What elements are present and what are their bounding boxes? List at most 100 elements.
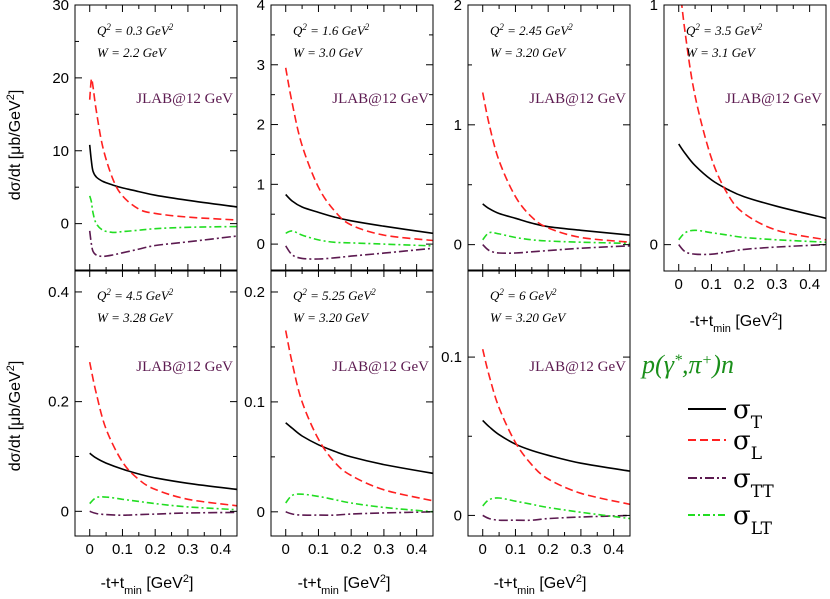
w-label-3: W = 3.1 GeV xyxy=(686,45,757,60)
experiment-label-0: JLAB@12 GeV xyxy=(136,91,233,107)
x-tick-label-4-2: 0.2 xyxy=(145,541,166,558)
y-tick-label-4-0: 0 xyxy=(61,503,69,520)
series-line-L-panel-0 xyxy=(88,77,237,221)
series-line-L-panel-2 xyxy=(481,92,630,243)
x-tick-label-3-1: 0.1 xyxy=(701,276,722,293)
series-line-TT-panel-4 xyxy=(89,510,237,517)
y-tick-label-5-1: 0.1 xyxy=(244,394,265,411)
y-tick-label-0-1: 10 xyxy=(52,143,69,160)
experiment-label-1: JLAB@12 GeV xyxy=(332,91,429,107)
reaction-label: p(γ*,π+)n xyxy=(640,350,734,379)
legend-label-TT: σTT xyxy=(733,464,774,502)
q2-label-4: Q2 = 4.5 GeV2 xyxy=(97,287,174,303)
series-line-T-panel-5 xyxy=(285,422,433,475)
x-tick-label-4-0: 0 xyxy=(86,541,94,558)
x-tick-label-4-1: 0.1 xyxy=(112,541,133,558)
series-line-T-panel-4 xyxy=(89,452,237,491)
x-tick-label-3-2: 0.2 xyxy=(734,276,755,293)
y-tick-label-5-2: 0.2 xyxy=(244,284,265,301)
y-tick-label-0-2: 20 xyxy=(52,70,69,87)
y-tick-label-6-0: 0 xyxy=(454,507,462,524)
q2-label-1: Q2 = 1.6 GeV2 xyxy=(293,22,370,38)
y-tick-label-5-0: 0 xyxy=(257,504,265,521)
panel-6-frame xyxy=(467,269,631,537)
x-tick-label-4-3: 0.3 xyxy=(177,541,198,558)
y-tick-label-1-3: 3 xyxy=(257,57,265,74)
x-tick-label-6-2: 0.2 xyxy=(538,541,559,558)
y-tick-label-6-1: 0.1 xyxy=(441,349,462,366)
y-tick-label-0-0: 0 xyxy=(61,216,69,233)
series-line-T-panel-3 xyxy=(678,143,826,220)
panel-4-curves xyxy=(88,361,237,517)
panel-3-frame xyxy=(663,4,827,272)
w-label-0: W = 2.2 GeV xyxy=(97,45,168,60)
legend-label-L: σL xyxy=(733,426,762,464)
x-tick-label-3-0: 0 xyxy=(675,276,683,293)
x-tick-label-6-3: 0.3 xyxy=(570,541,591,558)
x-tick-label-6-1: 0.1 xyxy=(505,541,526,558)
series-line-TT-panel-6 xyxy=(482,514,630,522)
y-tick-label-3-1: 1 xyxy=(650,0,658,14)
y-tick-label-1-2: 2 xyxy=(257,117,265,134)
x-tick-label-5-0: 0 xyxy=(282,541,290,558)
y-tick-label-4-2: 0.4 xyxy=(48,284,69,301)
panel-2-curves xyxy=(481,92,630,255)
series-line-TT-panel-2 xyxy=(482,244,630,255)
panel-5-frame xyxy=(270,269,434,537)
series-line-L-panel-6 xyxy=(481,349,630,506)
panel-6-curves xyxy=(481,349,630,522)
series-line-T-panel-1 xyxy=(285,193,433,235)
panel-3: 0 0.1 0.2 0.3 0.4 0 1 Q2 = 3.5 GeV2 W = 3.1 GeV J… xyxy=(650,0,827,293)
series-line-TT-panel-5 xyxy=(285,511,433,516)
x-tick-label-3-4: 0.4 xyxy=(799,276,820,293)
series-line-TT-panel-0 xyxy=(88,230,237,258)
series-line-LT-panel-0 xyxy=(88,195,237,234)
experiment-label-6: JLAB@12 GeV xyxy=(529,359,626,375)
w-label-1: W = 3.0 GeV xyxy=(293,45,364,60)
legend-label-LT: σLT xyxy=(733,501,773,539)
panel-4-frame xyxy=(74,269,238,537)
experiment-label-3: JLAB@12 GeV xyxy=(725,91,822,107)
series-line-LT-panel-3 xyxy=(678,229,826,243)
panel-1-curves xyxy=(284,67,433,260)
x-tick-label-5-2: 0.2 xyxy=(341,541,362,558)
panel-4: 0 0.1 0.2 0.3 0.4 0 0.2 0.4 Q2 = 4.5 GeV2 W = 3.2… xyxy=(48,269,238,558)
series-line-T-panel-2 xyxy=(482,203,630,236)
y-tick-label-3-0: 0 xyxy=(650,237,658,254)
series-line-T-panel-0 xyxy=(88,144,237,208)
panel-0: 0 10 20 30 Q2 = 0.3 GeV2 W = 2.2 GeV JLAB@12 G… xyxy=(52,0,238,272)
w-label-5: W = 3.20 GeV xyxy=(293,310,370,325)
x-axis-label-col2: -t+tmin [GeV2] xyxy=(494,573,587,597)
q2-label-0: Q2 = 0.3 GeV2 xyxy=(97,22,174,38)
experiment-label-2: JLAB@12 GeV xyxy=(529,91,626,107)
x-tick-label-5-1: 0.1 xyxy=(308,541,329,558)
w-label-4: W = 3.28 GeV xyxy=(97,310,174,325)
series-line-L-panel-3 xyxy=(680,5,826,241)
y-tick-label-1-1: 1 xyxy=(257,176,265,193)
x-tick-label-3-3: 0.3 xyxy=(766,276,787,293)
panel-3-curves xyxy=(678,5,826,256)
x-axis-label-col3: -t+tmin [GeV2] xyxy=(690,311,783,335)
x-tick-label-6-0: 0 xyxy=(479,541,487,558)
y-tick-label-4-1: 0.2 xyxy=(48,394,69,411)
q2-label-5: Q2 = 5.25 GeV2 xyxy=(293,287,376,303)
q2-label-6: Q2 = 6 GeV2 xyxy=(490,287,557,303)
x-tick-label-5-4: 0.4 xyxy=(406,541,427,558)
panel-0-curves xyxy=(88,77,237,258)
panel-5-curves xyxy=(284,330,433,516)
experiment-label-4: JLAB@12 GeV xyxy=(136,359,233,375)
panel-5: 0 0.1 0.2 0.3 0.4 0 0.1 0.2 Q2 = 5.25 GeV2 W = 3.… xyxy=(244,269,434,558)
series-line-L-panel-4 xyxy=(88,361,237,507)
y-tick-label-2-2: 2 xyxy=(454,0,462,14)
q2-label-3: Q2 = 3.5 GeV2 xyxy=(686,22,763,38)
panel-6: 0 0.1 0.2 0.3 0.4 0 0.1 Q2 = 6 GeV2 W = 3.20 GeV… xyxy=(441,269,631,558)
y-tick-label-1-4: 4 xyxy=(257,0,265,14)
x-tick-label-4-4: 0.4 xyxy=(210,541,231,558)
x-axis-label-col0: -t+tmin [GeV2] xyxy=(101,573,194,597)
x-tick-label-5-3: 0.3 xyxy=(373,541,394,558)
legend-label-T: σT xyxy=(733,395,763,433)
y-tick-label-2-1: 1 xyxy=(454,117,462,134)
